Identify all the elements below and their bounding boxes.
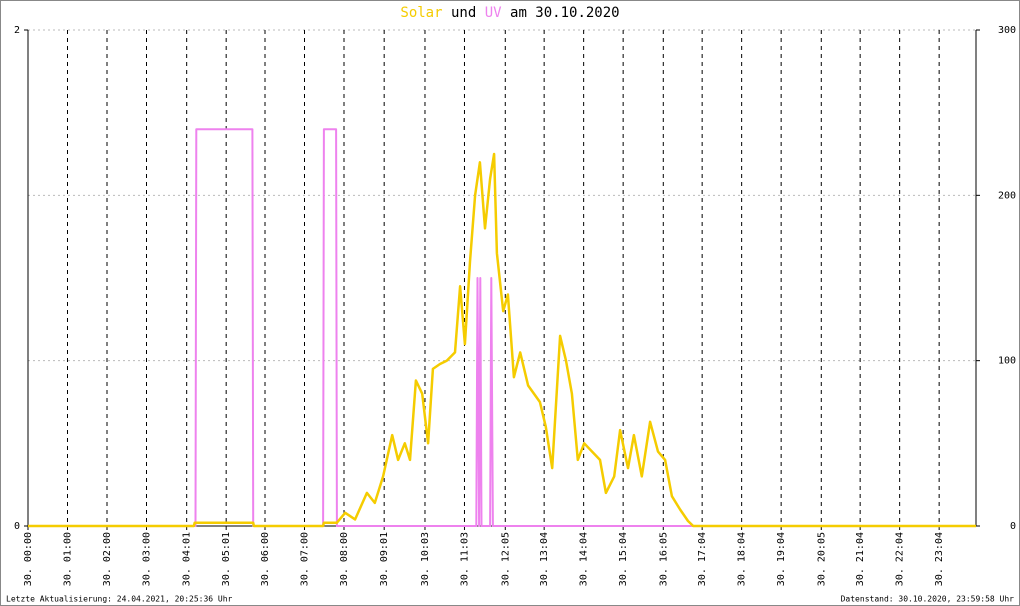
x-tick-label: 30. 10:03 <box>420 532 431 586</box>
title-date: am 30.10.2020 <box>510 5 620 21</box>
x-tick-label: 30. 22:04 <box>895 532 906 586</box>
x-tick-label: 30. 19:04 <box>776 532 787 586</box>
x-tick-label: 30. 08:00 <box>339 532 350 586</box>
x-tick-label: 30. 16:05 <box>658 532 669 586</box>
y2-tick-label: 200 <box>998 190 1016 201</box>
y2-tick-label: 100 <box>998 356 1016 367</box>
x-tick-label: 30. 23:04 <box>934 532 945 586</box>
x-tick-label: 30. 00:00 <box>23 532 34 586</box>
y-tick-label: 2 <box>14 25 20 36</box>
x-tick-label: 30. 03:00 <box>142 532 153 586</box>
y2-tick-label: 300 <box>998 25 1016 36</box>
x-tick-label: 30. 07:00 <box>300 532 311 586</box>
footer-left: Letzte Aktualisierung: 24.04.2021, 20:25… <box>6 595 233 604</box>
x-tick-label: 30. 09:01 <box>379 532 390 586</box>
title-uv: UV <box>485 5 502 21</box>
x-tick-label: 30. 14:04 <box>579 532 590 586</box>
y2-tick-label: 0 <box>1010 521 1016 532</box>
x-tick-label: 30. 12:05 <box>500 532 511 586</box>
series-line <box>28 152 976 528</box>
x-tick-label: 30. 11:03 <box>459 532 470 586</box>
series-line <box>28 128 976 527</box>
title-solar: Solar <box>400 5 442 21</box>
x-tick-label: 30. 20:05 <box>816 532 827 586</box>
chart-title: Solar und UV am 30.10.2020 <box>400 5 619 21</box>
x-tick-label: 30. 06:00 <box>260 532 271 586</box>
x-tick-label: 30. 18:04 <box>737 532 748 586</box>
x-tick-label: 30. 01:00 <box>63 532 74 586</box>
x-tick-label: 30. 17:04 <box>697 532 708 586</box>
x-tick-label: 30. 21:04 <box>855 532 866 586</box>
x-tick-label: 30. 15:04 <box>618 532 629 586</box>
x-tick-label: 30. 13:04 <box>539 532 550 586</box>
y-tick-label: 0 <box>14 521 20 532</box>
footer-right: Datenstand: 30.10.2020, 23:59:58 Uhr <box>841 595 1015 604</box>
title-und: und <box>451 5 476 21</box>
x-tick-label: 30. 04:01 <box>182 532 193 586</box>
x-tick-label: 30. 02:00 <box>102 532 113 586</box>
x-tick-label: 30. 05:01 <box>221 532 232 586</box>
